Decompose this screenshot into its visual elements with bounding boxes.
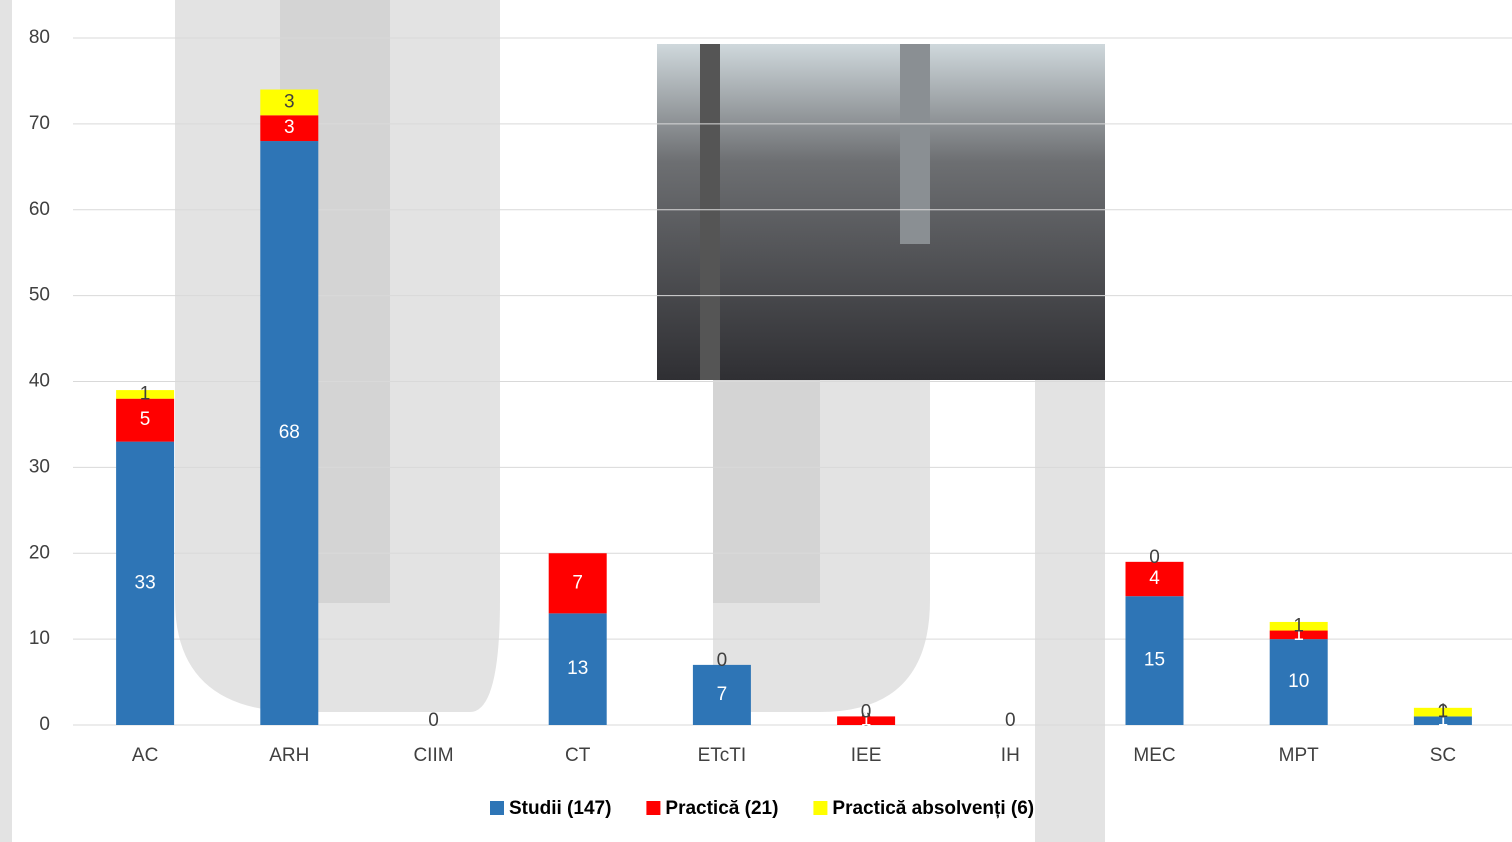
- y-tick-label: 20: [29, 542, 50, 563]
- y-tick-label: 10: [29, 628, 50, 649]
- data-label: 1: [1293, 615, 1304, 636]
- data-label: 4: [1149, 568, 1160, 589]
- data-label: 1: [140, 383, 151, 404]
- y-tick-label: 60: [29, 199, 50, 220]
- legend-label: Studii (147): [509, 798, 611, 819]
- y-tick-label: 0: [39, 714, 50, 735]
- data-label: 3: [284, 91, 295, 112]
- photo: [657, 44, 1105, 380]
- data-label: 68: [279, 422, 300, 443]
- data-label: 13: [567, 658, 588, 679]
- x-tick-label: IEE: [851, 745, 882, 766]
- data-label: 15: [1144, 650, 1165, 671]
- legend-swatch: [490, 801, 504, 815]
- y-tick-label: 80: [29, 27, 50, 48]
- x-tick-label: ARH: [269, 745, 309, 766]
- x-tick-label: MPT: [1279, 745, 1320, 766]
- x-tick-label: IH: [1001, 745, 1020, 766]
- y-tick-label: 50: [29, 285, 50, 306]
- legend-label: Practică (21): [665, 798, 778, 819]
- x-tick-label: CIIM: [413, 745, 453, 766]
- data-label: 33: [135, 572, 156, 593]
- data-label: 0: [717, 650, 728, 671]
- data-label: 5: [140, 409, 151, 430]
- data-label: 1: [1438, 701, 1449, 722]
- data-label: 3: [284, 117, 295, 138]
- legend-swatch: [813, 801, 827, 815]
- x-tick-label: SC: [1430, 745, 1456, 766]
- legend-swatch: [646, 801, 660, 815]
- legend-label: Practică absolvenți (6): [832, 798, 1034, 819]
- x-tick-label: ETcTI: [698, 745, 747, 766]
- y-tick-label: 70: [29, 113, 50, 134]
- data-label: 0: [1149, 547, 1160, 568]
- data-label: 0: [861, 701, 872, 722]
- data-label: 7: [572, 572, 583, 593]
- x-tick-label: CT: [565, 745, 591, 766]
- x-tick-label: MEC: [1133, 745, 1175, 766]
- x-tick-label: AC: [132, 745, 158, 766]
- data-label: 0: [1005, 710, 1016, 731]
- data-label: 0: [428, 710, 439, 731]
- data-label: 10: [1288, 671, 1309, 692]
- data-label: 7: [717, 684, 728, 705]
- chart: 01020304050607080AC3351ARH6833CIIM0CT137…: [0, 0, 1512, 842]
- y-tick-label: 40: [29, 371, 50, 392]
- y-tick-label: 30: [29, 456, 50, 477]
